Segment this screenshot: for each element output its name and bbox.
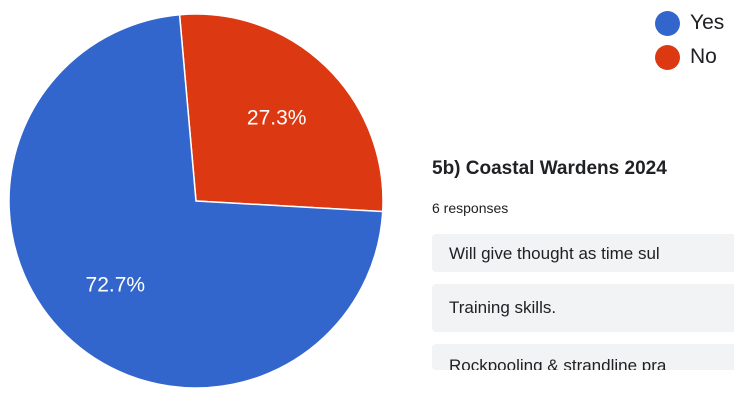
response-text: Rockpooling & strandline pra: [449, 356, 667, 370]
legend-label-yes: Yes: [690, 11, 725, 34]
question-title: 5b) Coastal Wardens 2024: [432, 158, 667, 179]
responses-list[interactable]: Will give thought as time sul Training s…: [432, 234, 734, 370]
legend-swatch-no: [655, 44, 680, 70]
response-card: Rockpooling & strandline pra: [432, 344, 734, 370]
pie-slice-yes[interactable]: [8, 13, 384, 389]
chart-legend: Yes No: [655, 6, 724, 74]
legend-swatch-yes: [655, 10, 680, 36]
response-text: Will give thought as time sul: [449, 244, 660, 263]
slice-label-yes: 72.7%: [86, 273, 146, 296]
pie-chart: 27.3% 72.7%: [8, 13, 384, 389]
response-card: Will give thought as time sul: [432, 234, 734, 272]
pie-slice-no[interactable]: [178, 13, 384, 213]
response-card: Training skills.: [432, 284, 734, 332]
response-text: Training skills.: [449, 298, 557, 317]
legend-item-yes[interactable]: Yes: [655, 6, 724, 40]
responses-count: 6 responses: [432, 200, 509, 216]
slice-label-no: 27.3%: [247, 107, 307, 130]
legend-item-no[interactable]: No: [655, 40, 724, 74]
legend-label-no: No: [690, 45, 717, 68]
